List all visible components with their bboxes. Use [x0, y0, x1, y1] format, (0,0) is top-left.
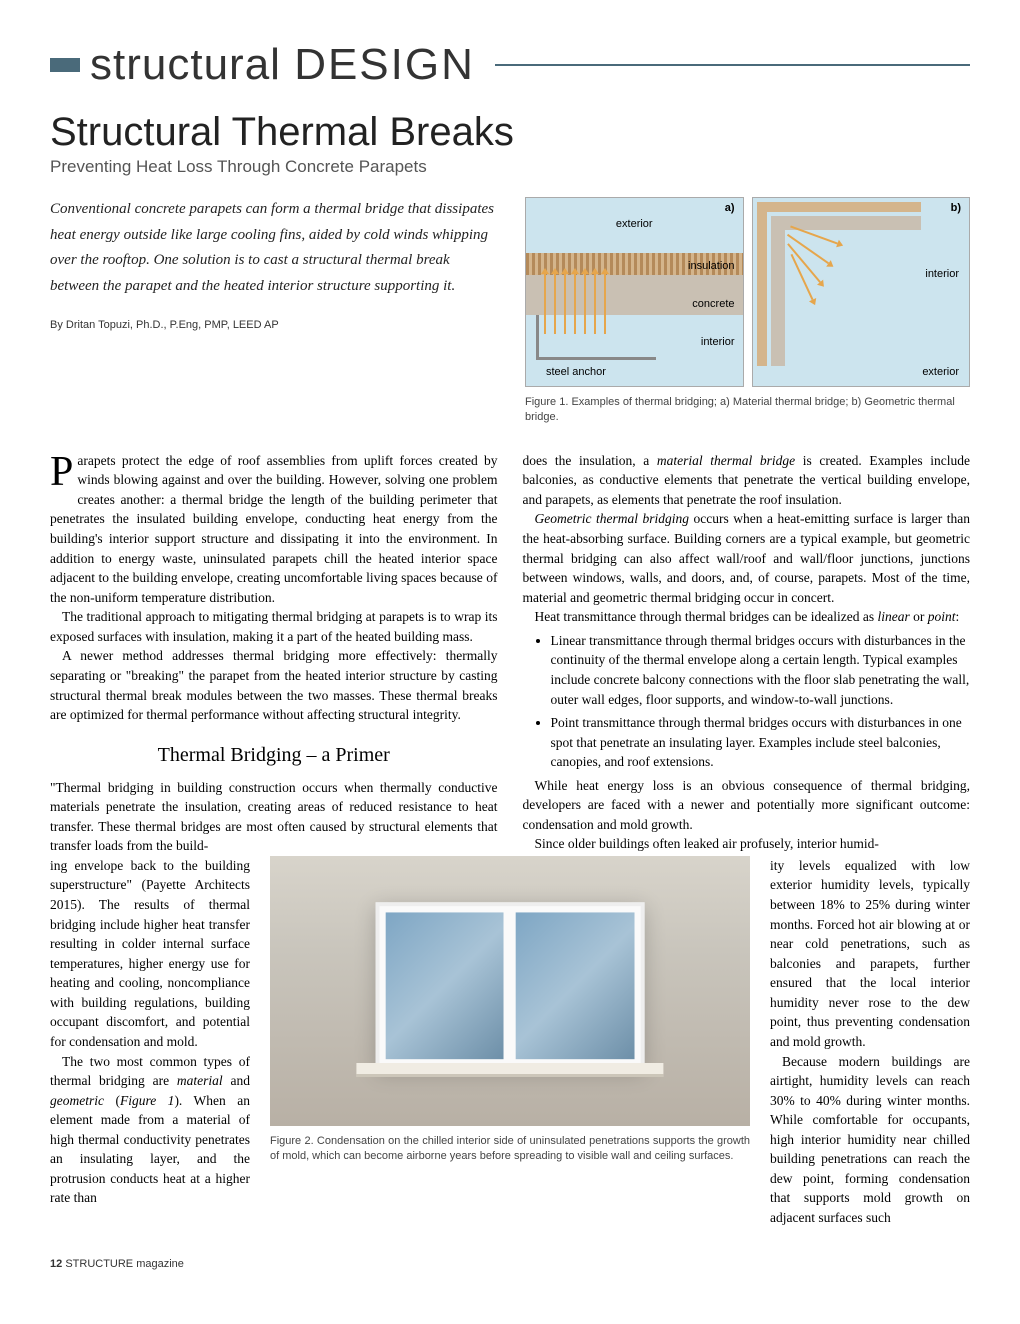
emphasis: linear	[878, 609, 910, 624]
window-pane	[510, 906, 640, 1065]
figure-1-panels: a) exterior insulation concrete interior	[525, 197, 970, 387]
text: arapets protect the edge of roof assembl…	[50, 453, 498, 605]
paragraph: The traditional approach to mitigating t…	[50, 607, 498, 646]
arrow-icon	[554, 274, 556, 334]
paragraph: While heat energy loss is an obvious con…	[523, 776, 971, 835]
intro-text: Conventional concrete parapets can form …	[50, 197, 495, 299]
list-item: Point transmittance through thermal brid…	[551, 713, 971, 772]
bottom-wrap: ing envelope back to the building supers…	[50, 856, 970, 1228]
emphasis: point	[928, 609, 956, 624]
figure-1-panel-a: a) exterior insulation concrete interior	[525, 197, 744, 387]
magazine-name: STRUCTURE magazine	[65, 1258, 184, 1270]
label-interior: interior	[925, 268, 959, 280]
arrow-icon	[584, 274, 586, 334]
emphasis: Geometric thermal bridging	[535, 511, 690, 526]
label-concrete: concrete	[692, 298, 734, 310]
paragraph: Since older buildings often leaked air p…	[523, 834, 971, 854]
paragraph: A newer method addresses thermal bridgin…	[50, 646, 498, 724]
label-insulation: insulation	[688, 260, 734, 272]
figure-2-caption: Figure 2. Condensation on the chilled in…	[270, 1134, 750, 1165]
intro-column: Conventional concrete parapets can form …	[50, 197, 495, 426]
panel-b-label: b)	[951, 202, 961, 214]
arrow-icon	[604, 274, 606, 334]
page-number: 12	[50, 1258, 62, 1270]
top-grid: Conventional concrete parapets can form …	[50, 197, 970, 426]
emphasis: Figure 1	[120, 1093, 174, 1108]
bottom-left-column: ing envelope back to the building supers…	[50, 856, 250, 1228]
paragraph: Geometric thermal bridging occurs when a…	[523, 509, 971, 607]
panel-a-label: a)	[725, 202, 735, 214]
section-title: structural DESIGN	[80, 40, 485, 90]
text: ). When an element made from a material …	[50, 1093, 250, 1206]
figure-1-panel-b: b) interior exterior	[752, 197, 971, 387]
window-illustration	[376, 902, 645, 1069]
paragraph: "Thermal bridging in building constructi…	[50, 778, 498, 856]
text: does the insulation, a	[523, 453, 657, 468]
bottom-right-column: ity levels equalized with low exterior h…	[770, 856, 970, 1228]
text: and	[223, 1073, 250, 1088]
byline: By Dritan Topuzi, Ph.D., P.Eng, PMP, LEE…	[50, 319, 495, 331]
body-text: Parapets protect the edge of roof assemb…	[50, 451, 970, 856]
heat-arrows	[544, 274, 606, 334]
paragraph: Because modern buildings are airtight, h…	[770, 1052, 970, 1228]
label-exterior: exterior	[922, 366, 959, 378]
arrow-icon	[544, 274, 546, 334]
text: (	[104, 1093, 120, 1108]
text: or	[910, 609, 928, 624]
figure-1: a) exterior insulation concrete interior	[525, 197, 970, 426]
paragraph: ity levels equalized with low exterior h…	[770, 856, 970, 1052]
emphasis: material thermal bridge	[657, 453, 795, 468]
figure-1-caption: Figure 1. Examples of thermal bridging; …	[525, 395, 970, 426]
dropcap: P	[50, 451, 77, 491]
section-label-light: structural	[90, 40, 281, 89]
arrow-icon	[574, 274, 576, 334]
text: :	[956, 609, 960, 624]
paragraph: Heat transmittance through thermal bridg…	[523, 607, 971, 627]
section-label-bold: DESIGN	[294, 40, 475, 89]
figure-2-image	[270, 856, 750, 1126]
header-bar	[50, 58, 80, 72]
window-sill	[356, 1063, 663, 1077]
paragraph: does the insulation, a material thermal …	[523, 451, 971, 510]
article-title: Structural Thermal Breaks	[50, 110, 970, 155]
article-subtitle: Preventing Heat Loss Through Concrete Pa…	[50, 157, 970, 177]
section-header: structural DESIGN	[50, 40, 970, 90]
label-steel-anchor: steel anchor	[546, 366, 606, 378]
window-pane	[380, 906, 510, 1065]
emphasis: material	[177, 1073, 223, 1088]
arrow-icon	[564, 274, 566, 334]
bullet-list: Linear transmittance through thermal bri…	[551, 631, 971, 772]
label-interior: interior	[701, 336, 735, 348]
header-rule	[495, 64, 970, 66]
paragraph: ing envelope back to the building supers…	[50, 856, 250, 1052]
paragraph: The two most common types of thermal bri…	[50, 1052, 250, 1209]
emphasis: geometric	[50, 1093, 104, 1108]
list-item: Linear transmittance through thermal bri…	[551, 631, 971, 709]
subhead: Thermal Bridging – a Primer	[50, 741, 498, 770]
label-exterior: exterior	[616, 218, 653, 230]
figure-2: Figure 2. Condensation on the chilled in…	[270, 856, 750, 1228]
arrow-icon	[594, 274, 596, 334]
page-footer: 12 STRUCTURE magazine	[50, 1258, 970, 1270]
paragraph: Parapets protect the edge of roof assemb…	[50, 451, 498, 608]
text: Heat transmittance through thermal bridg…	[535, 609, 878, 624]
